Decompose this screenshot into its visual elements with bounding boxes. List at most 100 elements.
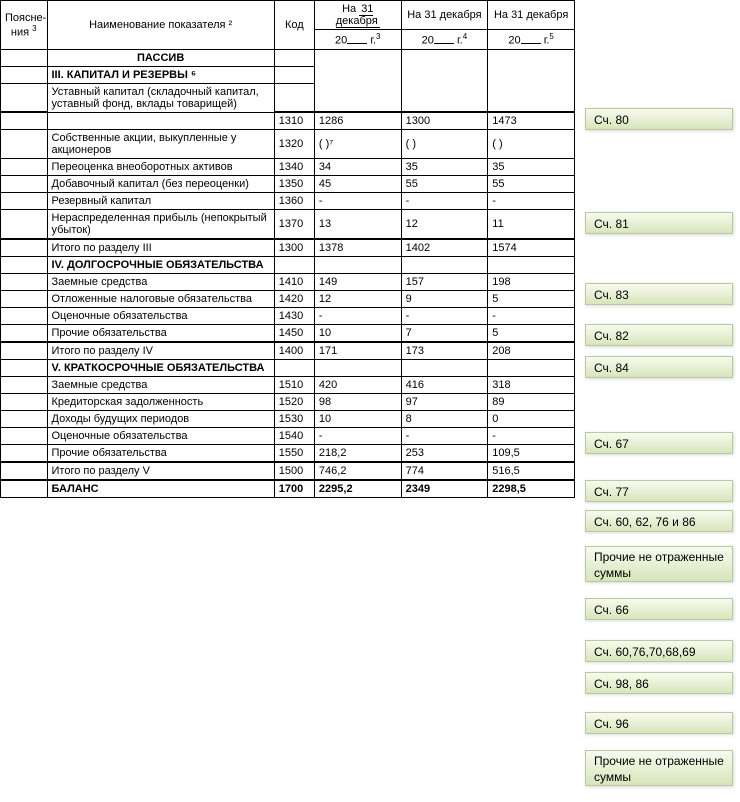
- section-3-title: III. КАПИТАЛ И РЕЗЕРВЫ ⁶: [47, 66, 274, 83]
- row-v2: 12: [401, 210, 488, 240]
- row-code: 1500: [274, 462, 314, 480]
- account-tag: Сч. 83: [585, 283, 733, 305]
- row-v2: 9: [401, 291, 488, 308]
- row-code: 1340: [274, 159, 314, 176]
- row-v1: 218,2: [314, 445, 401, 463]
- row-1310-name: Уставный капитал (складочный капитал, ус…: [47, 83, 274, 112]
- section-passive: ПАССИВ: [47, 49, 274, 66]
- row-code: 1410: [274, 274, 314, 291]
- hdr-year-1: 20 г.3: [314, 30, 401, 50]
- account-tag: Сч. 67: [585, 432, 733, 454]
- row-v3: -: [488, 428, 575, 445]
- row-name: Итого по разделу III: [47, 239, 274, 257]
- hdr-year-3: 20 г.5: [488, 30, 575, 50]
- row-v3: 2298,5: [488, 480, 575, 498]
- row-v3: 89: [488, 394, 575, 411]
- row-v3: 11: [488, 210, 575, 240]
- row-name: Заемные средства: [47, 274, 274, 291]
- row-name: Прочие обязательства: [47, 445, 274, 463]
- row-v1: 10: [314, 325, 401, 343]
- section-title: V. КРАТКОСРОЧНЫЕ ОБЯЗАТЕЛЬСТВА: [47, 360, 274, 377]
- row-code: 1520: [274, 394, 314, 411]
- row-v2: 97: [401, 394, 488, 411]
- row-v2: 1402: [401, 239, 488, 257]
- row-code: 1540: [274, 428, 314, 445]
- account-tag: Сч. 82: [585, 324, 733, 346]
- row-v1: -: [314, 193, 401, 210]
- row-code: 1300: [274, 239, 314, 257]
- row-v2: ( ): [401, 130, 488, 159]
- row-v3: 516,5: [488, 462, 575, 480]
- row-code: 1420: [274, 291, 314, 308]
- row-v3: 198: [488, 274, 575, 291]
- row-v2: 253: [401, 445, 488, 463]
- row-v1: -: [314, 308, 401, 325]
- row-name: Собственные акции, выкупленные у акционе…: [47, 130, 274, 159]
- account-tag: Сч. 80: [585, 108, 733, 130]
- row-name: Заемные средства: [47, 377, 274, 394]
- account-tag: Сч. 60, 62, 76 и 86: [585, 510, 733, 532]
- row-name: БАЛАНС: [47, 480, 274, 498]
- account-tag: Сч. 81: [585, 212, 733, 234]
- row-1310-v3: 1473: [488, 112, 575, 130]
- account-tag: Сч. 96: [585, 712, 733, 734]
- row-v1: 34: [314, 159, 401, 176]
- row-v1: -: [314, 428, 401, 445]
- account-tag: Сч. 60,76,70,68,69: [585, 640, 733, 662]
- row-v2: 55: [401, 176, 488, 193]
- row-name: Итого по разделу IV: [47, 342, 274, 360]
- account-tag: Сч. 84: [585, 356, 733, 378]
- row-name: Переоценка внеоборотных активов: [47, 159, 274, 176]
- row-v2: -: [401, 308, 488, 325]
- account-tag: Сч. 66: [585, 598, 733, 620]
- row-v2: 774: [401, 462, 488, 480]
- hdr-date-2: На 31 декабря: [401, 1, 488, 30]
- hdr-year-2: 20 г.4: [401, 30, 488, 50]
- row-v1: 746,2: [314, 462, 401, 480]
- row-v2: 173: [401, 342, 488, 360]
- row-v3: ( ): [488, 130, 575, 159]
- row-name: Нераспределенная прибыль (непокрытый убы…: [47, 210, 274, 240]
- row-v1: ( )⁷: [314, 130, 401, 159]
- hdr-date-3: На 31 декабря: [488, 1, 575, 30]
- row-code: 1550: [274, 445, 314, 463]
- row-name: Резервный капитал: [47, 193, 274, 210]
- row-v3: 318: [488, 377, 575, 394]
- row-code: 1370: [274, 210, 314, 240]
- row-v2: 157: [401, 274, 488, 291]
- row-v2: 8: [401, 411, 488, 428]
- row-name: Доходы будущих периодов: [47, 411, 274, 428]
- row-code: 1430: [274, 308, 314, 325]
- account-tag: Прочие не отраженные суммы: [585, 546, 733, 582]
- hdr-name: Наименование показателя ²: [47, 1, 274, 50]
- row-v1: 1378: [314, 239, 401, 257]
- row-v2: -: [401, 193, 488, 210]
- row-v1: 149: [314, 274, 401, 291]
- row-name: Оценочные обязательства: [47, 428, 274, 445]
- row-v2: 35: [401, 159, 488, 176]
- account-tag: Прочие не отраженные суммы: [585, 750, 733, 786]
- row-v1: 12: [314, 291, 401, 308]
- row-v2: 7: [401, 325, 488, 343]
- row-v3: 5: [488, 291, 575, 308]
- row-1310-code: 1310: [274, 112, 314, 130]
- row-name: Итого по разделу V: [47, 462, 274, 480]
- hdr-note: Поясне-ния 3: [1, 1, 48, 50]
- row-v1: 171: [314, 342, 401, 360]
- row-v1: 45: [314, 176, 401, 193]
- row-v3: 35: [488, 159, 575, 176]
- row-v2: 416: [401, 377, 488, 394]
- row-v1: 10: [314, 411, 401, 428]
- row-v1: 2295,2: [314, 480, 401, 498]
- row-v3: 55: [488, 176, 575, 193]
- balance-sheet-table: Поясне-ния 3 Наименование показателя ² К…: [0, 0, 575, 498]
- row-code: 1510: [274, 377, 314, 394]
- row-v3: -: [488, 193, 575, 210]
- hdr-code: Код: [274, 1, 314, 50]
- row-name: Прочие обязательства: [47, 325, 274, 343]
- row-v3: 109,5: [488, 445, 575, 463]
- row-code: 1450: [274, 325, 314, 343]
- row-v3: 1574: [488, 239, 575, 257]
- row-v3: -: [488, 308, 575, 325]
- row-name: Оценочные обязательства: [47, 308, 274, 325]
